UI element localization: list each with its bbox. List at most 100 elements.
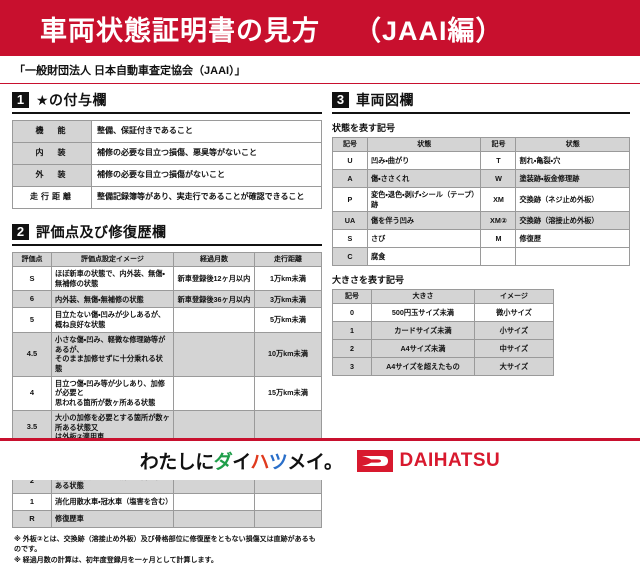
section-2-heading: 2 評価点及び修復歴欄 [12,222,322,246]
score-months [172,375,255,411]
size-image: 小サイズ [473,321,554,341]
table-row: 6 内外装、無傷・無補修の状態 新車登録後36ヶ月以内 3万km未満 [12,290,322,309]
state-left: 腐食 [366,247,482,267]
table-row: P 変色・退色・剥げ・シール（テープ）跡 XM 交換跡（ネジ止め外板） [331,186,630,213]
section-2-title: 評価点及び修復歴欄 [36,224,167,240]
score-value: 5 [12,307,52,333]
condition-symbols-table: 記号 状態 記号 状態 U 凹み・曲がり T 割れ・亀裂・穴 A 傷・ささくれ … [331,137,630,267]
score-distance: 3万km未満 [253,290,322,309]
score-months [172,509,255,528]
symbol-right: M [480,229,517,249]
page-title: 車両状態証明書の見方 （JAAI編） [40,9,504,48]
state-right: 交換跡（ネジ止め外板） [515,186,630,213]
score-image: 小さな傷・凹み、軽微な修理跡等があるが、 そのまま加修せずに十分乗れる状態 [51,331,174,377]
size-label: A4サイズ未満 [370,339,475,359]
table-row: 4 目立つ傷・凹み等が少しあり、加修が必要と 思われる箇所が数ヶ所ある状態 15… [12,375,322,411]
score-months [172,307,255,333]
column-header-size-symbol: 記号 [331,289,372,305]
table-row: 外 装 補修の必要な目立つ損傷がないこと [12,164,322,187]
symbol-left: C [331,247,368,267]
table-row: A 傷・ささくれ W 塗装跡・板金修理跡 [331,169,630,188]
score-distance [253,509,322,528]
star-row-value: 整備、保証付きであること [91,120,322,143]
table-row: 5 目立たない傷・凹みが少しあるが、概ね良好な状態 5万km未満 [12,307,322,333]
table-row: 2 A4サイズ未満 中サイズ [331,339,630,359]
brand-tagline: わたしにダイハツメイ。 [140,447,343,474]
state-left: さび [366,229,482,249]
size-image: 大サイズ [473,357,554,377]
column-header-symbol-left: 記号 [331,137,368,152]
state-left: 傷・ささくれ [366,169,482,188]
table-row: 内 装 補修の必要な目立つ損傷、悪臭等がないこと [12,142,322,165]
table-row: 1 カードサイズ未満 小サイズ [331,321,630,341]
size-symbol: 1 [331,321,372,341]
state-left: 変色・退色・剥げ・シール（テープ）跡 [366,186,482,213]
star-row-key: 走行距離 [12,186,92,209]
row-spacer [553,321,630,340]
table-row: 1 消化用散水車・冠水車（塩害を含む） [12,492,322,511]
symbol-right: W [480,169,517,188]
score-months: 新車登録後12ヶ月以内 [172,265,255,292]
symbol-left: A [331,169,368,188]
tagline-part: ツ [268,452,288,473]
section-3-number: 3 [331,92,349,108]
table-row: 3 A4サイズを超えたもの 大サイズ [331,357,630,377]
star-row-value: 整備記録簿等があり、実走行であることが確認できること [91,186,322,209]
table-row: S ほぼ新車の状態で、内外装、無傷・無補修の状態 新車登録後12ヶ月以内 1万k… [12,265,322,292]
table-row: 走行距離 整備記録簿等があり、実走行であることが確認できること [12,186,322,209]
size-symbols-heading: 大きさを表す記号 [331,275,404,286]
column-header-state-right: 状態 [515,137,630,152]
size-label: カードサイズ未満 [370,321,475,341]
score-image: 目立つ傷・凹み等が少しあり、加修が必要と 思われる箇所が数ヶ所ある状態 [51,375,174,411]
section-1-heading: 1 ★の付与欄 [12,90,322,114]
table-row: C 腐食 [331,247,630,267]
state-right: 修復歴 [515,229,630,249]
daihatsu-brand: DAIHATSU [356,449,501,472]
state-right: 割れ・亀裂・穴 [515,151,630,170]
size-label: 500円玉サイズ未満 [370,303,475,323]
page-title-main: 車両状態証明書の見方 [40,15,320,46]
section-1-title: ★の付与欄 [36,92,108,108]
column-header-months: 経過月数 [172,252,255,267]
table-row: R 修復歴車 [12,509,322,528]
score-value: S [12,265,52,292]
size-image: 微小サイズ [473,303,554,323]
table-header-row: 記号 大きさ イメージ [331,289,630,305]
size-symbol: 0 [331,303,372,323]
score-value: 6 [12,290,52,309]
tagline-part: メイ。 [287,452,343,473]
page-subtitle: 「一般財団法人 日本自動車査定協会（JAAI）」 [14,65,246,77]
state-right [515,247,630,267]
column-header-size: 大きさ [370,289,475,305]
score-value: 4 [12,375,52,411]
page-title-paren: （JAAI編） [354,15,504,46]
footnote-item: ※ 外板②とは、交換跡（溶接止め外板）及び骨格部位に修復歴をともない損傷又は直跡… [14,535,316,554]
table-header-row: 記号 状態 記号 状態 [331,137,630,152]
score-image: ほぼ新車の状態で、内外装、無傷・無補修の状態 [51,265,174,292]
score-distance: 10万km未満 [253,331,322,377]
footer-divider [0,438,640,441]
tagline-part: ダ [213,452,233,473]
score-value: R [12,509,52,528]
table-row: 機 能 整備、保証付きであること [12,120,322,143]
star-row-key: 内 装 [12,142,92,165]
symbol-right: XM [480,186,517,213]
row-spacer [553,357,630,376]
state-right: 塗装跡・板金修理跡 [515,169,630,188]
size-symbol: 3 [331,357,372,377]
score-distance [253,492,322,511]
tagline-part: ハ [250,452,269,473]
section-2-number: 2 [12,224,29,240]
state-left: 凹み・曲がり [366,151,482,170]
score-value: 4.5 [12,331,52,377]
symbol-left: S [331,229,368,249]
size-symbols-table: 記号 大きさ イメージ 0 500円玉サイズ未満 微小サイズ 1 カードサイズ未… [331,289,630,377]
tagline-part: わたしに [139,452,215,473]
row-spacer [553,303,630,322]
table-row: 0 500円玉サイズ未満 微小サイズ [331,303,630,323]
page-content: 1 ★の付与欄 機 能 整備、保証付きであること 内 装 補修の必要な目立つ損傷… [0,84,640,566]
score-image: 内外装、無傷・無補修の状態 [51,290,174,309]
score-table: 評価点 評価点設定イメージ 経過月数 走行距離 S ほぼ新車の状態で、内外装、無… [12,252,322,528]
score-months [172,492,255,511]
score-value: 1 [12,492,52,511]
